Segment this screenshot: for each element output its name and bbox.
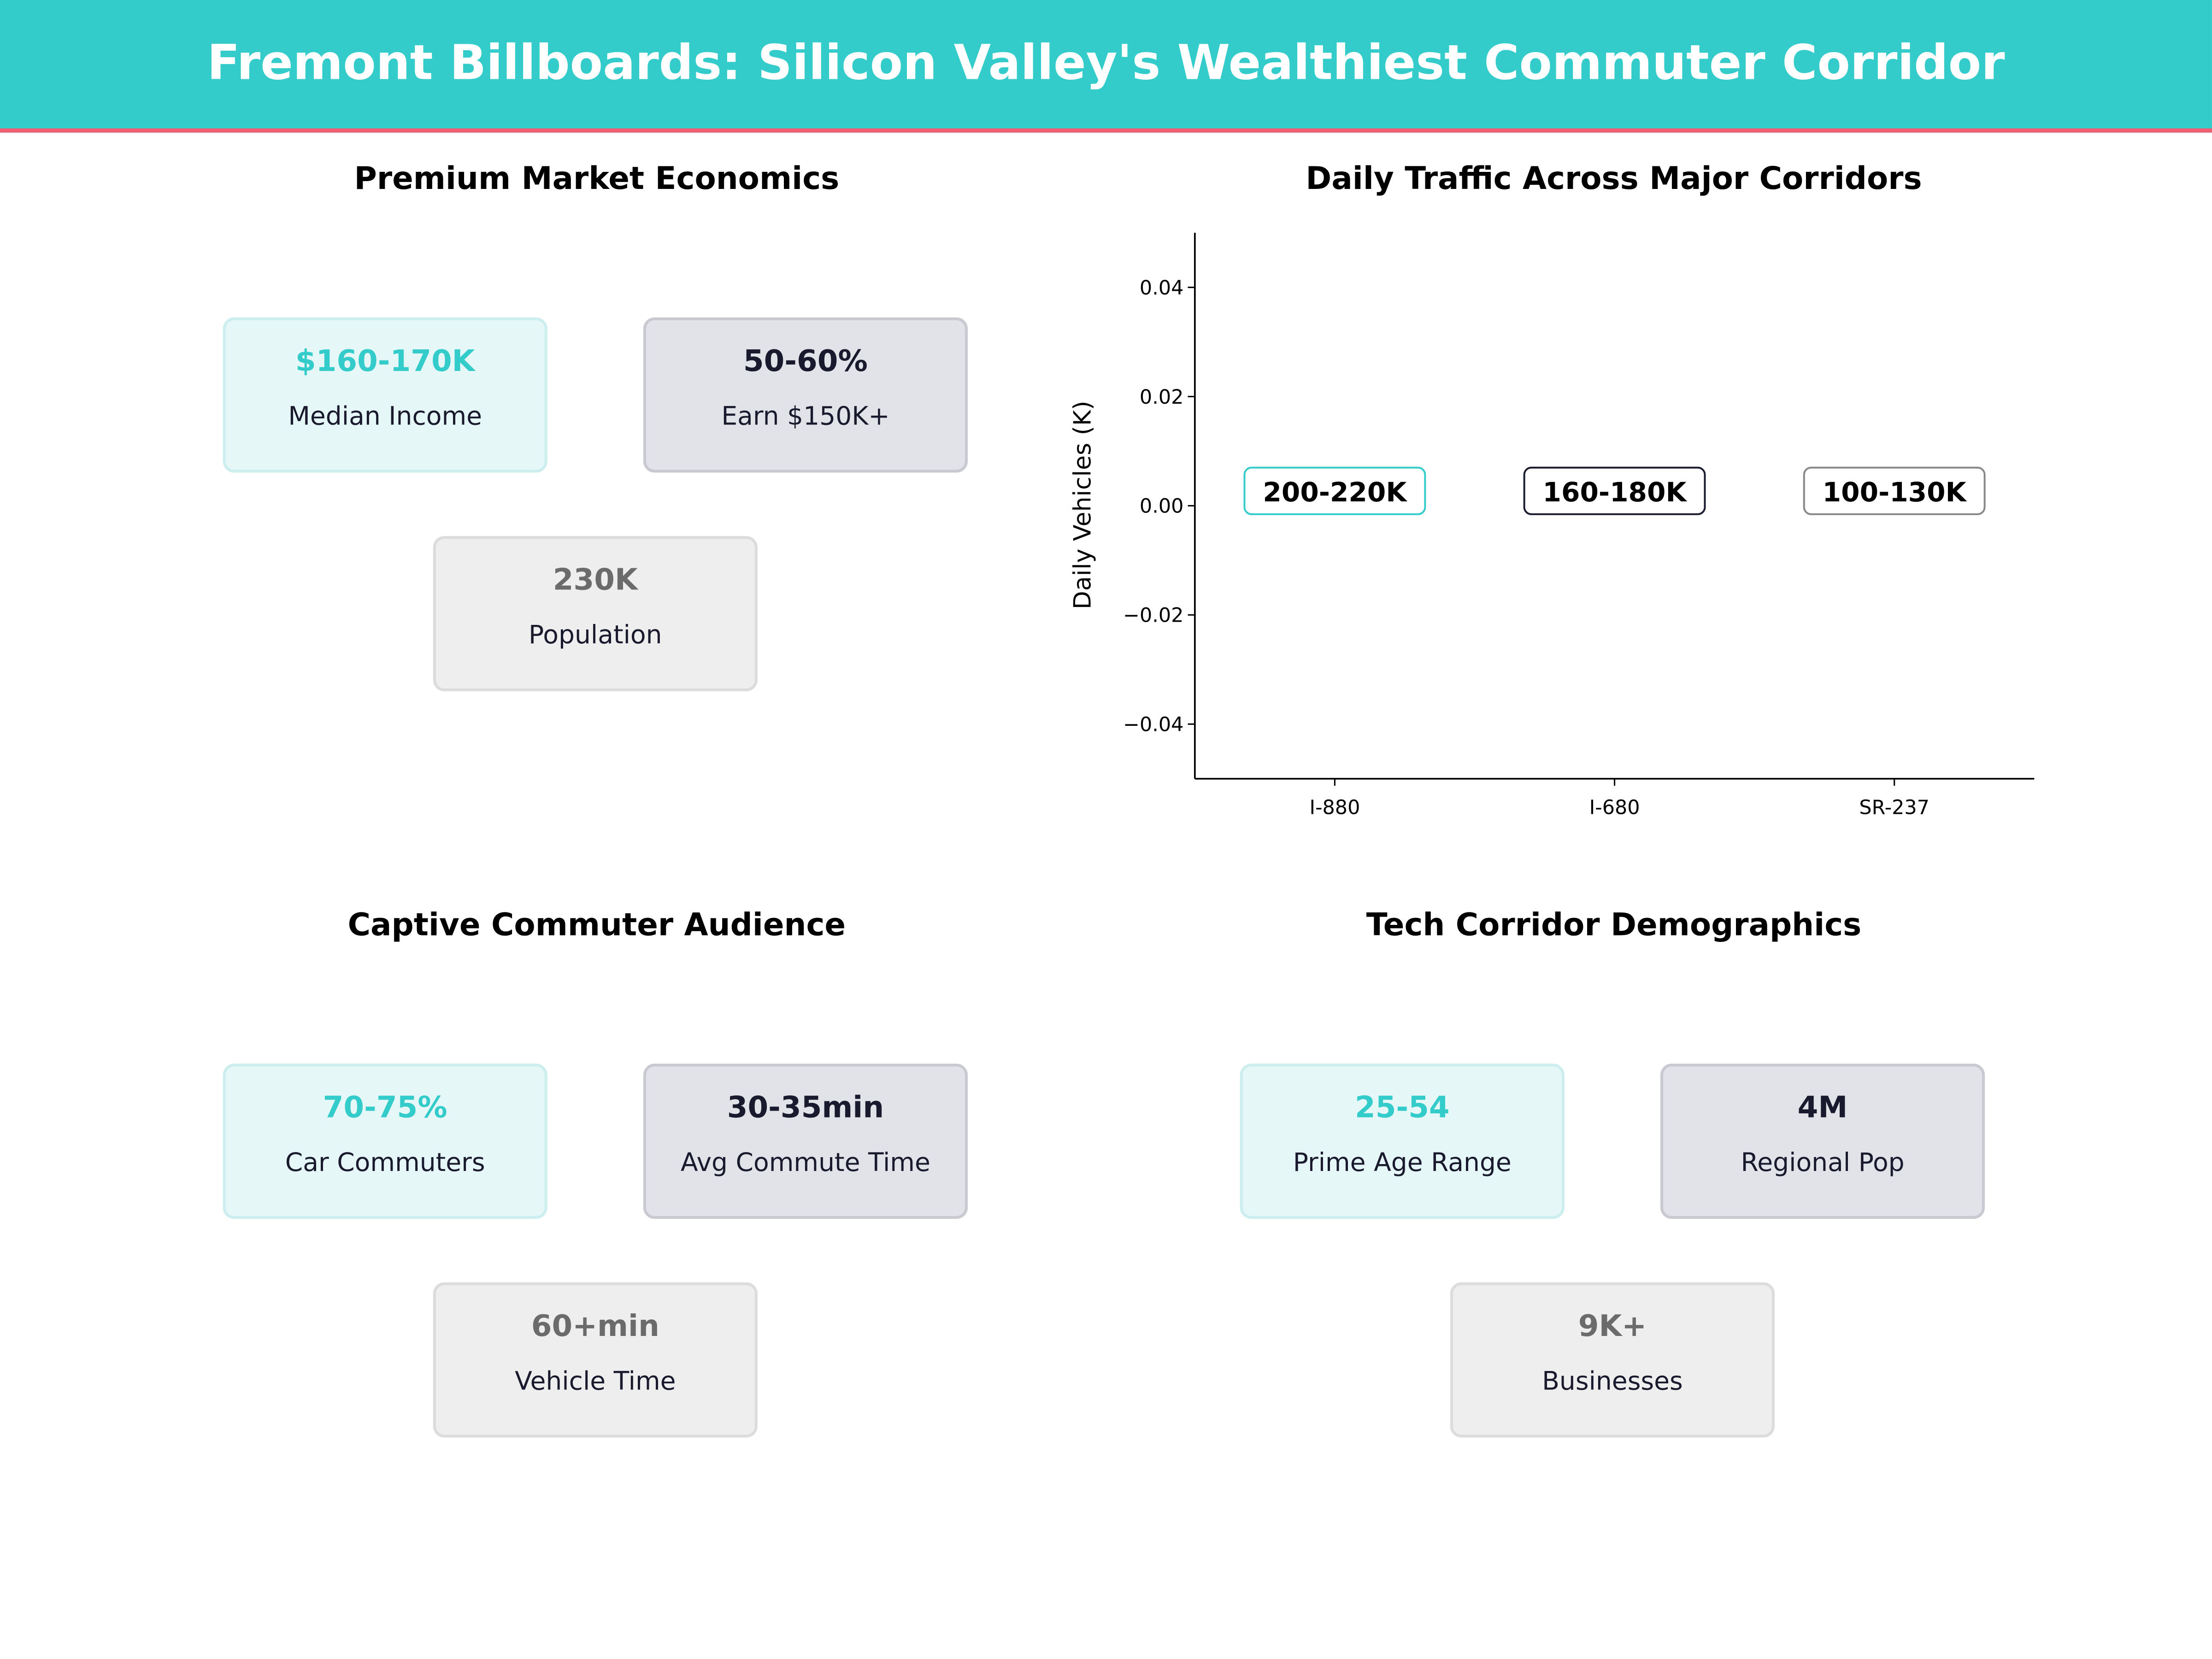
commuter-title: Captive Commuter Audience <box>347 908 846 944</box>
vehicle-time-card: 60+min Vehicle Time <box>433 1282 758 1438</box>
card-label: Vehicle Time <box>515 1367 676 1397</box>
card-value: 25-54 <box>1354 1090 1450 1124</box>
y-tick-label: −0.04 <box>1123 713 1183 736</box>
x-tick-label: SR-237 <box>1859 796 1929 819</box>
population-card: 230K Population <box>433 536 758 691</box>
card-value: 9K+ <box>1578 1309 1647 1343</box>
y-tick-label: −0.02 <box>1123 604 1183 627</box>
card-value: 70-75% <box>323 1090 447 1124</box>
y-tick-label: 0.02 <box>1140 386 1183 409</box>
card-value: 30-35min <box>727 1090 884 1124</box>
demographics-title: Tech Corridor Demographics <box>1366 908 1862 944</box>
businesses-card: 9K+ Businesses <box>1450 1282 1775 1438</box>
card-label: Avg Commute Time <box>680 1148 930 1178</box>
prime-age-card: 25-54 Prime Age Range <box>1240 1064 1565 1219</box>
regional-pop-card: 4M Regional Pop <box>1660 1064 1985 1219</box>
chart-title: Daily Traffic Across Major Corridors <box>1306 162 1922 198</box>
data-label-box <box>1523 466 1706 515</box>
card-label: Median Income <box>288 402 482 432</box>
header-banner: Fremont Billboards: Silicon Valley's Wea… <box>0 0 2212 133</box>
avg-commute-card: 30-35min Avg Commute Time <box>643 1064 968 1219</box>
card-label: Earn $150K+ <box>721 402 890 432</box>
page-title: Fremont Billboards: Silicon Valley's Wea… <box>207 35 2005 92</box>
earn-150k-card: 50-60% Earn $150K+ <box>643 317 968 473</box>
y-axis-label: Daily Vehicles (K) <box>1069 401 1096 610</box>
data-label: 160-180K <box>1543 477 1688 508</box>
x-tick-label: I-880 <box>1309 796 1360 819</box>
data-label-box <box>1803 466 1986 515</box>
data-label: 200-220K <box>1263 477 1407 508</box>
x-tick-label: I-680 <box>1589 796 1640 819</box>
median-income-card: $160-170K Median Income <box>223 317 547 473</box>
card-label: Population <box>529 620 662 651</box>
car-commuters-card: 70-75% Car Commuters <box>223 1064 547 1219</box>
card-label: Car Commuters <box>285 1148 485 1178</box>
card-value: 50-60% <box>743 344 868 378</box>
card-value: 60+min <box>531 1309 659 1343</box>
economics-title: Premium Market Economics <box>354 162 840 198</box>
data-label-box <box>1243 466 1426 515</box>
data-label: 100-130K <box>1823 477 1967 508</box>
card-value: $160-170K <box>295 344 475 378</box>
card-value: 230K <box>553 563 638 597</box>
y-tick-label: 0.00 <box>1140 495 1183 518</box>
y-tick-label: 0.04 <box>1140 276 1183 300</box>
card-label: Prime Age Range <box>1293 1148 1512 1178</box>
card-label: Regional Pop <box>1741 1148 1905 1178</box>
card-label: Businesses <box>1542 1367 1683 1397</box>
card-value: 4M <box>1797 1090 1848 1124</box>
